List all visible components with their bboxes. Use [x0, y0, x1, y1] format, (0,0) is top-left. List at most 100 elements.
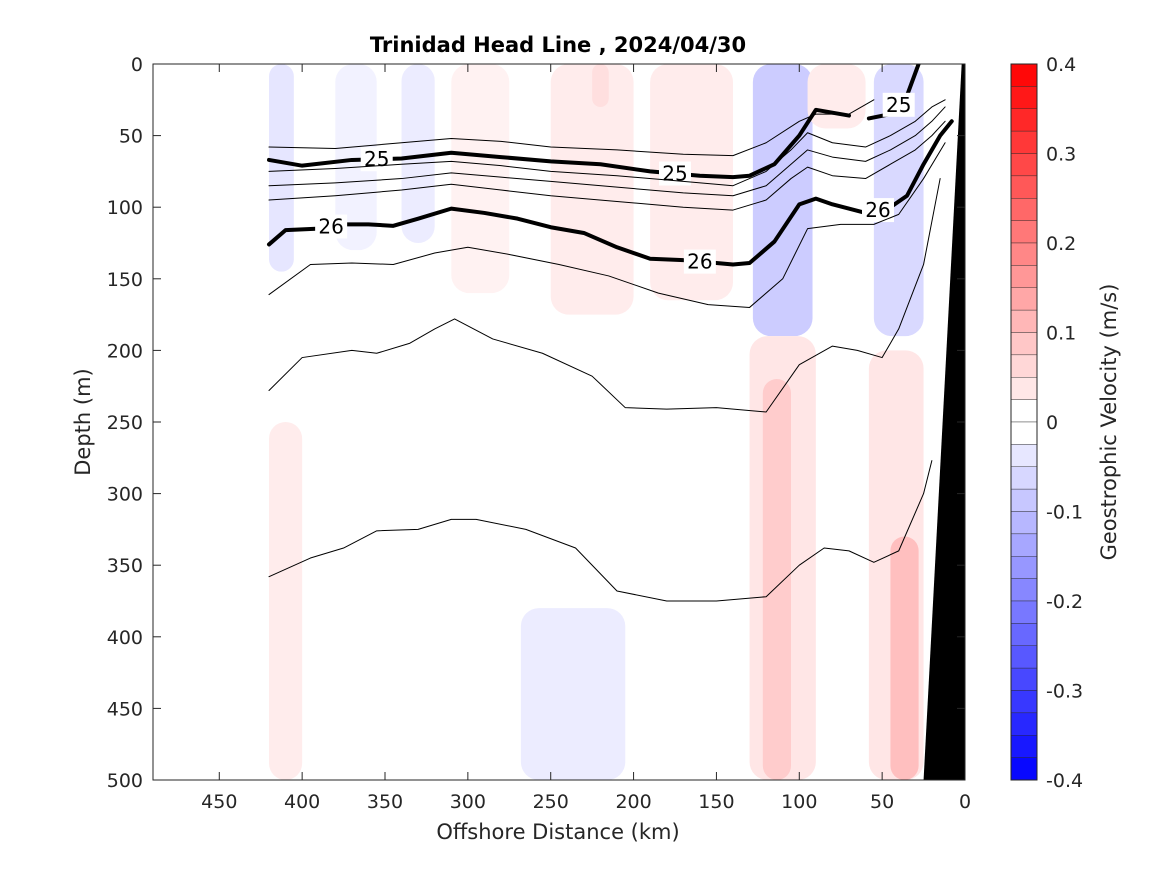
- isopycnal-line-5: [268, 120, 946, 211]
- x-tick-label-150: 150: [698, 791, 734, 813]
- velocity-patch-17: [890, 536, 919, 780]
- velocity-patch-2: [401, 64, 435, 243]
- colorbar-segment-26: [1010, 645, 1038, 669]
- colorbar-frame: [1010, 63, 1038, 781]
- colorbar-segment-30: [1010, 735, 1038, 758]
- colorbar-segment-23: [1010, 578, 1038, 602]
- colorbar-segment-29: [1010, 712, 1038, 736]
- velocity-patch-3: [451, 64, 510, 294]
- colorbar-segment-0: [1010, 63, 1038, 87]
- colorbar-segment-8: [1010, 242, 1038, 266]
- colorbar-segment-22: [1010, 556, 1038, 579]
- contour-label-bg-1-0: [360, 147, 393, 172]
- colorbar-segment-15: [1010, 399, 1038, 423]
- colorbar-tick-label-1: 0.3: [1046, 144, 1076, 166]
- isopycnal-line-4: [268, 106, 946, 197]
- colorbar-tick-label-3: 0.1: [1046, 323, 1076, 345]
- colorbar-tick-label-8: -0.4: [1046, 770, 1083, 792]
- y-tick-label-450: 450: [107, 698, 143, 720]
- x-tick-label-250: 250: [533, 791, 569, 813]
- x-axis-label: Offshore Distance (km): [436, 820, 679, 844]
- contour-label-bg-3-0: [882, 92, 915, 117]
- x-tick-label-350: 350: [367, 791, 403, 813]
- isopycnal-line-7: [268, 142, 946, 308]
- x-tick-label-450: 450: [201, 791, 237, 813]
- colorbar-tick-label-6: -0.2: [1046, 591, 1083, 613]
- colorbar-segment-27: [1010, 667, 1038, 691]
- velocity-patch-5: [592, 64, 609, 107]
- colorbar-tick-label-5: -0.1: [1046, 502, 1083, 524]
- velocity-field: [269, 64, 924, 780]
- velocity-patch-1: [335, 64, 377, 251]
- velocity-patch-0: [269, 64, 294, 272]
- colorbar-segment-12: [1010, 332, 1038, 356]
- x-tick-label-300: 300: [450, 791, 486, 813]
- x-tick-label-0: 0: [959, 791, 971, 813]
- velocity-patch-12: [269, 422, 303, 780]
- velocity-patch-15: [762, 379, 791, 780]
- colorbar: 0.4 0.3 0.2 0.1 0 -0.1 -0.2 -0.3 -0.4: [1010, 54, 1083, 792]
- y-tick-label-0: 0: [131, 54, 143, 76]
- velocity-patch-9: [807, 64, 866, 129]
- contour-label-6-0: 26: [318, 215, 343, 239]
- isopycnal-line-9: [268, 460, 933, 602]
- colorbar-segment-21: [1010, 533, 1038, 557]
- x-axis-ticks: 450 400 350 300 250 200 150 100 50 0: [201, 64, 971, 813]
- contour-label-1-0: 25: [364, 147, 389, 171]
- colorbar-segment-5: [1010, 175, 1038, 199]
- y-axis-label: Depth (m): [71, 368, 95, 475]
- y-tick-label-300: 300: [107, 484, 143, 506]
- isopycnal-line-2: [268, 99, 946, 187]
- x-tick-label-50: 50: [870, 791, 894, 813]
- colorbar-tick-label-2: 0.2: [1046, 233, 1076, 255]
- colorbar-segment-7: [1010, 220, 1038, 244]
- colorbar-segment-31: [1010, 757, 1038, 781]
- y-axis-ticks: 0 50 100 150 200 250 300 350 400 450 500: [107, 54, 965, 792]
- x-tick-label-100: 100: [781, 791, 817, 813]
- contour-label-bg-6-1: [683, 249, 716, 274]
- y-tick-label-150: 150: [107, 269, 143, 291]
- velocity-patch-8: [752, 64, 813, 337]
- colorbar-segment-14: [1010, 377, 1038, 400]
- colorbar-segment-16: [1010, 421, 1038, 445]
- y-tick-label-500: 500: [107, 770, 143, 792]
- y-tick-label-100: 100: [107, 197, 143, 219]
- y-tick-label-50: 50: [119, 126, 143, 148]
- colorbar-segment-4: [1010, 153, 1038, 177]
- y-tick-label-200: 200: [107, 340, 143, 362]
- bathymetry-shape: [923, 64, 965, 780]
- contour-label-bg-6-0: [315, 214, 348, 239]
- colorbar-segment-20: [1010, 511, 1038, 535]
- y-tick-label-400: 400: [107, 627, 143, 649]
- colorbar-segment-11: [1010, 309, 1038, 333]
- isopycnal-line-8: [268, 178, 941, 413]
- y-tick-label-350: 350: [107, 555, 143, 577]
- colorbar-segment-2: [1010, 108, 1038, 132]
- colorbar-label: Geostrophic Velocity (m/s): [1097, 284, 1121, 561]
- colorbar-tick-label-0: 0.4: [1046, 54, 1076, 76]
- colorbar-segment-10: [1010, 287, 1038, 311]
- colorbar-segment-6: [1010, 198, 1038, 221]
- contour-label-6-2: 26: [865, 198, 890, 222]
- x-tick-label-400: 400: [284, 791, 320, 813]
- velocity-patch-4: [550, 64, 634, 315]
- contour-label-6-1: 26: [687, 250, 712, 274]
- bathymetry: [923, 64, 965, 780]
- colorbar-segment-18: [1010, 466, 1038, 490]
- colorbar-segment-28: [1010, 690, 1038, 714]
- colorbar-tick-label-4: 0: [1046, 412, 1058, 434]
- colorbar-segment-24: [1010, 600, 1038, 624]
- colorbar-tick-label-7: -0.3: [1046, 681, 1083, 703]
- colorbar-segment-3: [1010, 130, 1038, 154]
- colorbar-segment-17: [1010, 444, 1038, 467]
- chart-title: Trinidad Head Line , 2024/04/30: [370, 33, 746, 57]
- velocity-patch-13: [520, 608, 626, 780]
- colorbar-segment-9: [1010, 265, 1038, 288]
- colorbar-segment-25: [1010, 623, 1038, 646]
- contour-label-3-0: 25: [886, 93, 911, 117]
- y-tick-label-250: 250: [107, 412, 143, 434]
- x-tick-label-200: 200: [615, 791, 651, 813]
- colorbar-segment-19: [1010, 488, 1038, 512]
